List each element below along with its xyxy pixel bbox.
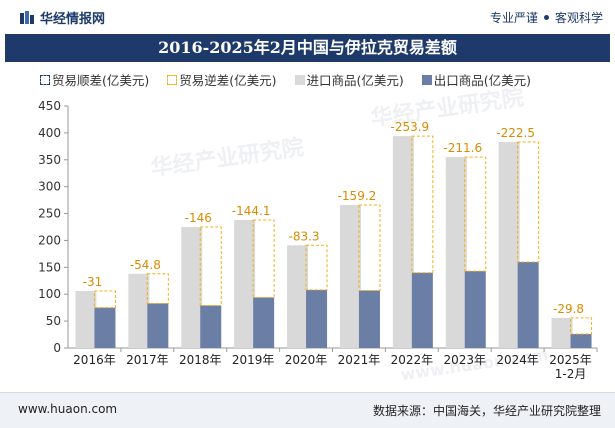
y-tick-label: 400 (38, 126, 61, 140)
y-tick-label: 300 (38, 180, 61, 194)
bar-deficit (199, 226, 222, 307)
y-tick-label: 250 (38, 207, 61, 221)
legend-label-surplus: 贸易顺差(亿美元) (52, 73, 150, 88)
data-label-deficit: -222.5 (496, 126, 535, 140)
data-label-deficit: -146 (185, 211, 212, 225)
legend-item-deficit[interactable]: 贸易逆差(亿美元) (167, 70, 277, 89)
data-label-deficit: -159.2 (338, 189, 377, 203)
title-bar: 2016-2025年2月中国与伊拉克贸易差额 (5, 34, 610, 62)
bar-import (445, 157, 467, 348)
legend-swatch-surplus (40, 74, 50, 85)
x-tick-label: 2024年 (496, 353, 539, 367)
data-label-deficit: -31 (83, 275, 103, 289)
footer-website-link[interactable]: www.huaon.com (18, 402, 118, 416)
chart-area: 0 50 100 150 200 250 300 350 400 450 -31 2016年 -54.8… (38, 99, 598, 381)
x-tick-label: 1-2月 (555, 367, 587, 381)
bar-import (392, 136, 414, 348)
chart-legend: 贸易顺差(亿美元) 贸易逆差(亿美元) 进口商品(亿美元) 出口商品(亿美元) (40, 70, 531, 89)
data-label-deficit: -54.8 (130, 258, 161, 272)
y-tick-label: 100 (38, 287, 61, 301)
x-tick-label: 2016年 (73, 353, 116, 367)
data-label-deficit: -83.3 (289, 229, 320, 243)
bar-deficit (305, 244, 328, 291)
legend-swatch-export (421, 74, 432, 85)
bar-import (339, 204, 361, 348)
legend-label-export: 出口商品(亿美元) (433, 73, 532, 88)
chart-title: 2016-2025年2月中国与伊拉克贸易差额 (158, 38, 457, 57)
bar-export (570, 334, 592, 348)
separator-dot-icon (543, 15, 549, 20)
bar-export (411, 272, 433, 348)
x-tick-label: 2023年 (443, 353, 486, 367)
brand-name: 华经情报网 (40, 12, 106, 27)
legend-item-surplus[interactable]: 贸易顺差(亿美元) (40, 70, 149, 89)
bar-export (253, 297, 275, 348)
brand[interactable]: 华经情报网 (20, 8, 105, 27)
legend-swatch-import (294, 74, 305, 85)
bar-import (181, 227, 203, 348)
bar-deficit (464, 156, 487, 272)
bar-deficit (252, 219, 275, 298)
data-label-deficit: -29.8 (553, 302, 584, 316)
bar-import (128, 273, 150, 348)
bar-import (75, 290, 97, 348)
bar-deficit (146, 273, 169, 304)
bar-deficit (93, 290, 116, 309)
bar-export (94, 307, 116, 348)
tag-objective: 客观科学 (554, 11, 603, 25)
footer-source: 数据来源：中国海关，华经产业研究院整理 (372, 404, 601, 418)
footer: www.huaon.com 数据来源：中国海关，华经产业研究院整理 (0, 392, 615, 428)
bar-export (358, 290, 380, 348)
legend-label-deficit: 贸易逆差(亿美元) (179, 73, 277, 88)
y-tick-label: 350 (38, 153, 61, 167)
data-label-deficit: -253.9 (391, 120, 430, 134)
bar-import (551, 317, 573, 348)
bar-export (200, 305, 222, 348)
bar-export (517, 261, 539, 348)
bar-export (464, 271, 486, 348)
y-tick-label: 450 (38, 99, 61, 113)
data-label-deficit: -211.6 (443, 141, 482, 155)
brand-logo-icon (20, 10, 34, 24)
y-tick-label: 0 (53, 341, 61, 355)
bar-import (287, 245, 309, 348)
x-tick-label: 2017年 (126, 353, 169, 367)
bar-deficit (517, 141, 540, 263)
bar-deficit (411, 135, 434, 274)
x-tick-label: 2018年 (179, 353, 222, 367)
legend-item-export[interactable]: 出口商品(亿美元) (421, 70, 532, 89)
legend-item-import[interactable]: 进口商品(亿美元) (294, 70, 404, 89)
bar-export (147, 303, 169, 348)
bar-import (498, 142, 520, 348)
legend-swatch-deficit (167, 74, 178, 85)
y-tick-label: 150 (38, 260, 61, 274)
y-tick-label: 200 (38, 233, 61, 247)
data-label-deficit: -144.1 (232, 204, 271, 218)
header-tags: 专业严谨 客观科学 (490, 9, 603, 26)
x-tick-label: 2022年 (391, 353, 434, 367)
legend-label-import: 进口商品(亿美元) (306, 73, 404, 88)
tag-professional: 专业严谨 (489, 11, 538, 25)
bar-deficit (570, 317, 593, 335)
x-tick-label: 2019年 (232, 353, 275, 367)
bar-deficit (358, 204, 381, 291)
bar-export (306, 289, 328, 348)
top-bar: 华经情报网 专业严谨 客观科学 (0, 0, 615, 34)
x-tick-label: 2021年 (338, 353, 381, 367)
x-tick-label: 2020年 (285, 353, 328, 367)
x-tick-label: 2025年 (549, 353, 592, 367)
y-tick-label: 50 (46, 314, 61, 328)
bar-import (234, 220, 256, 348)
